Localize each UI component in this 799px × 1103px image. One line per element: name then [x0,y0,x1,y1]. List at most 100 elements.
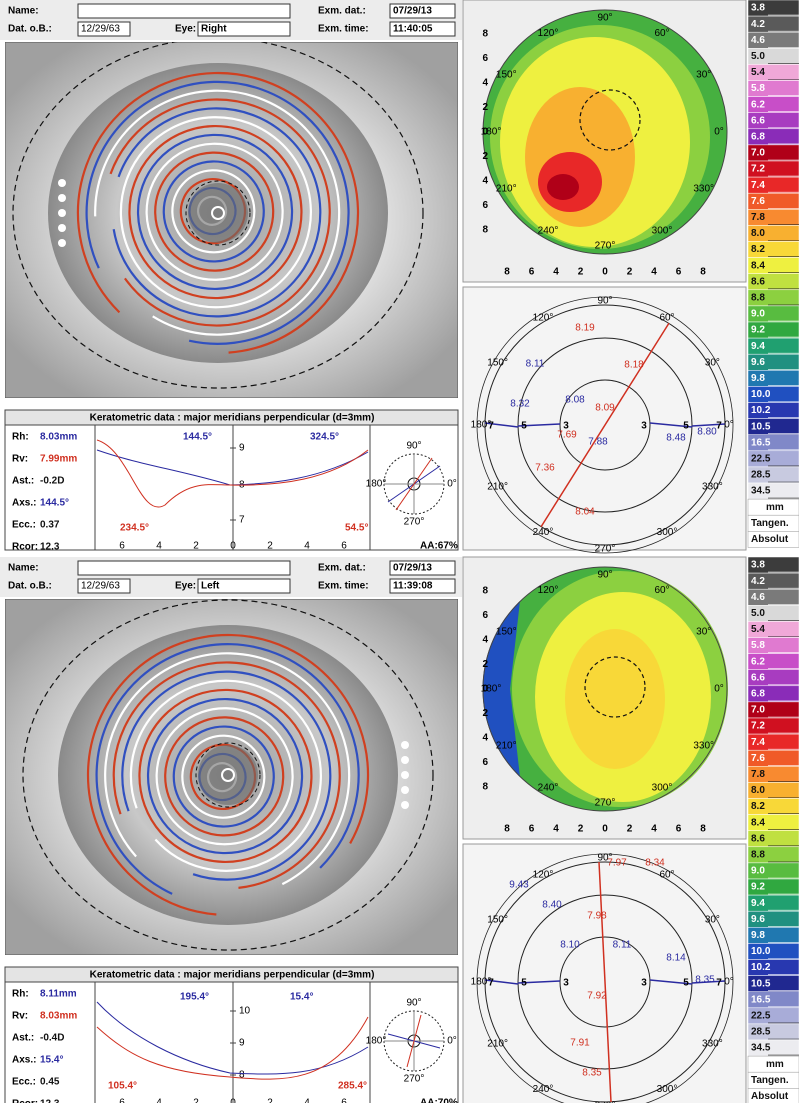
reflex-dot [401,801,409,809]
scale-label: 9.6 [751,914,765,925]
kerato-label-ast: Ast.: [12,1033,34,1044]
polar-value: 8.48 [666,433,686,444]
map-y-tick: 4 [482,78,488,89]
scale-label: 9.0 [751,866,765,877]
header: Name:Dat. o.B.:12/29/63Eye:LeftExm. dat.… [0,557,462,597]
map-y-tick: 6 [482,757,488,768]
keratometric-box: Keratometric data : major meridians perp… [5,967,458,1103]
map-x-tick: 4 [553,267,559,278]
map-y-tick: 2 [482,102,488,113]
kerato-value-ast: -0.2D [40,476,64,487]
map-angle-label: 0° [714,684,724,695]
map-x-tick: 2 [627,824,633,835]
exam-time-label: Exm. time: [318,24,369,35]
polar-value: 8.11 [613,940,632,951]
scale-label: 9.8 [751,930,765,941]
map-angle-label: 150° [496,627,517,638]
scale-label: 8.4 [751,260,765,271]
eye-label: Eye: [175,581,196,592]
dob-value: 12/29/63 [81,24,120,35]
polar-angle-label: 300° [657,1084,678,1095]
polar-angle-label: 30° [705,358,720,369]
map-y-tick: 6 [482,610,488,621]
scale-label: 6.6 [751,115,765,126]
scale-label: 8.6 [751,833,765,844]
polar-value: 8.14 [666,953,686,964]
scale-label: 8.6 [751,276,765,287]
meridian-angle: 324.5° [310,432,339,443]
polar-value: 8.32 [510,399,530,410]
scale-label: 5.0 [751,51,765,62]
scale-reference: Absolut [751,534,789,545]
map-y-tick: 4 [482,733,488,744]
kerato-value-rv: 7.99mm [40,454,77,465]
scale-mode: Tangen. [751,518,789,529]
map-y-tick: 2 [482,151,488,162]
map-zone [547,174,579,200]
map-angle-label: 150° [496,70,517,81]
scale-label: 10.5 [751,978,771,989]
x-tick-label: 4 [304,541,310,552]
polar-value: 7.97 [607,858,627,869]
polar-value: 8.04 [575,507,595,518]
map-angle-label: 240° [538,782,559,793]
polar-value: 7.88 [588,437,608,448]
scale-label: 9.2 [751,325,765,336]
map-angle-label: 300° [652,782,673,793]
axis-angle-label: 0° [447,1036,457,1047]
polar-angle-label: 90° [597,296,612,307]
meridian-angle: 54.5° [345,523,368,534]
scale-label: 8.2 [751,244,765,255]
scale-label: 5.4 [751,624,765,635]
eye-value: Left [201,581,220,592]
scale-label: 7.8 [751,769,765,780]
eye-image [5,596,458,955]
kerato-value-ast: -0.4D [40,1033,64,1044]
axis-angle-label: 90° [406,441,421,452]
kerato-label-axs: Axs.: [12,1055,36,1066]
axis-angle-label: 180° [366,1036,387,1047]
map-x-tick: 0 [602,824,608,835]
pupil [188,183,248,243]
exam-panel: Name:Dat. o.B.:12/29/63Eye:LeftExm. dat.… [0,557,746,1103]
scale-label: 10.0 [751,946,771,957]
y-tick-label: 9 [239,1038,245,1049]
polar-value: 8.34 [645,858,665,869]
axis-angle-label: 0° [447,479,457,490]
exam-time-value: 11:39:08 [393,581,433,592]
map-angle-label: 330° [693,741,714,752]
kerato-value-rh: 8.03mm [40,432,77,443]
axis-angle-label: 270° [404,1074,425,1085]
polar-value: 8.10 [560,940,580,951]
scale-unit: mm [766,1059,784,1070]
aa-value: AA:67% [420,541,458,552]
scale-label: 8.2 [751,801,765,812]
map-x-tick: 2 [578,267,584,278]
polar-ring-label: 5 [521,421,527,432]
exam-date-label: Exm. dat.: [318,6,366,17]
scale-label: 7.8 [751,212,765,223]
polar-value: 7.69 [557,430,577,441]
map-angle-label: 210° [496,184,517,195]
scale-label: 7.0 [751,148,765,159]
x-tick-label: 4 [156,541,162,552]
scale-label: 34.5 [751,1043,771,1054]
keratometric-box: Keratometric data : major meridians perp… [5,410,458,553]
scale-label: 5.8 [751,640,765,651]
scale-label: 9.4 [751,898,765,909]
map-y-tick: 6 [482,200,488,211]
pupil [198,745,258,805]
map-y-tick: 6 [482,53,488,64]
dob-label: Dat. o.B.: [8,581,52,592]
scale-label: 28.5 [751,470,771,481]
scale-label: 7.6 [751,753,765,764]
map-y-tick: 8 [482,29,488,40]
map-angle-label: 90° [597,570,612,581]
scale-label: 8.8 [751,849,765,860]
map-x-tick: 8 [700,267,706,278]
x-tick-label: 0 [230,541,236,552]
kerato-label-rcor: Rcor: [12,542,38,553]
polar-ring-label: 3 [641,978,647,989]
page: Name:Dat. o.B.:12/29/63Eye:RightExm. dat… [0,0,799,1103]
